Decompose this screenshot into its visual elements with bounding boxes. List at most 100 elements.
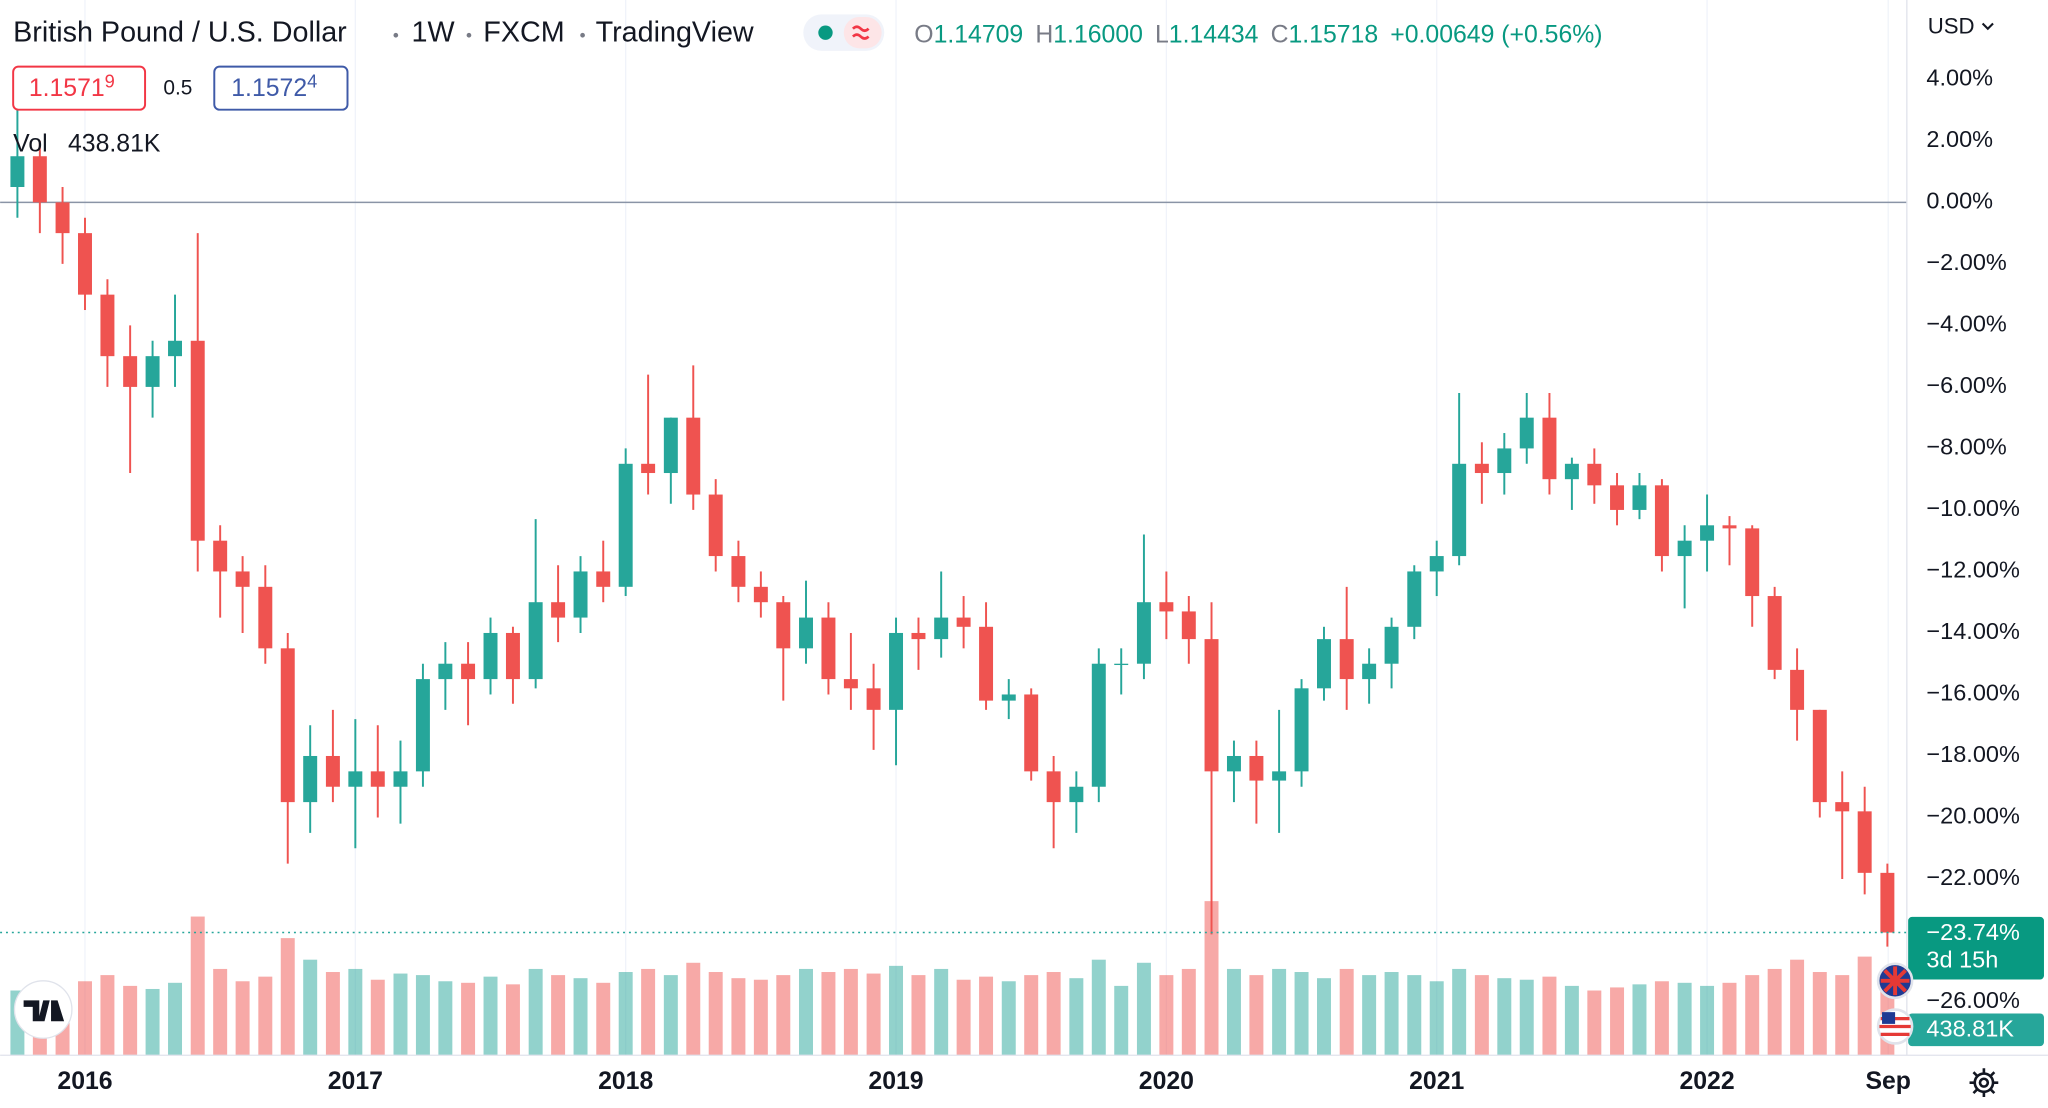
bar-countdown: 3d 15h xyxy=(1926,946,1998,972)
x-tick-label: 2018 xyxy=(598,1068,653,1095)
buy-sup: 4 xyxy=(307,70,317,91)
volume-bar xyxy=(235,981,250,1056)
x-tick-label: 2016 xyxy=(57,1068,112,1095)
volume-bar xyxy=(663,975,678,1056)
candle-body xyxy=(393,771,408,787)
price-axis xyxy=(1906,0,2048,1056)
candle-body xyxy=(1339,639,1354,680)
volume-bar xyxy=(1790,959,1805,1056)
volume-bar xyxy=(1181,968,1196,1056)
volume-bar xyxy=(1632,984,1647,1056)
market-open-dot xyxy=(818,25,833,40)
volume-bar xyxy=(731,978,746,1056)
separator xyxy=(580,32,585,38)
volume-bar xyxy=(753,979,768,1056)
ohlc-value: 1.16000 xyxy=(1053,21,1143,48)
y-tick-label: 2.00% xyxy=(1926,126,1993,152)
volume-bar xyxy=(911,975,926,1056)
x-tick-label: 2020 xyxy=(1139,1068,1194,1095)
candle-body xyxy=(438,663,453,680)
candle-body xyxy=(370,771,385,787)
y-tick-label: −18.00% xyxy=(1926,741,2020,767)
candle-body xyxy=(55,202,70,234)
candle-body xyxy=(686,417,701,495)
volume-bar xyxy=(1024,975,1039,1056)
volume-bar xyxy=(866,973,881,1056)
volume-bar xyxy=(1001,981,1016,1056)
candle-body xyxy=(1317,639,1331,689)
buy-price[interactable]: 1.15724 xyxy=(231,70,317,101)
volume-bar xyxy=(1564,985,1579,1056)
volume-bar xyxy=(708,972,723,1056)
volume-bar xyxy=(1497,978,1512,1056)
candle-body xyxy=(168,340,183,357)
volume-bar xyxy=(596,982,611,1056)
candle-body xyxy=(303,755,318,803)
candle-body xyxy=(461,663,476,680)
separator xyxy=(393,32,399,38)
candle-body xyxy=(1700,525,1715,541)
candle-body xyxy=(1204,639,1219,772)
candle-body xyxy=(145,356,160,387)
volume-bar xyxy=(190,916,205,1056)
volume-bar xyxy=(934,968,949,1056)
last-volume-label: 438.81K xyxy=(1926,1016,2014,1042)
candle-body xyxy=(618,463,633,587)
candle-body xyxy=(1610,485,1625,510)
source: TradingView xyxy=(596,17,754,49)
candle-body xyxy=(956,617,971,627)
volume-bar xyxy=(461,982,476,1056)
candle-body xyxy=(1046,771,1061,803)
candle-body xyxy=(866,688,881,710)
volume-bar xyxy=(1452,968,1467,1056)
candle-body xyxy=(843,679,858,689)
spread: 0.5 xyxy=(163,76,192,99)
last-price-box xyxy=(1908,916,2044,980)
volume-bar xyxy=(1677,982,1692,1056)
candle-body xyxy=(1880,872,1895,933)
candle-body xyxy=(731,556,746,587)
volume-bar xyxy=(686,962,701,1056)
volume-bar xyxy=(1272,968,1287,1056)
candle-body xyxy=(1362,663,1377,680)
candle-body xyxy=(1632,485,1647,510)
candle-body xyxy=(708,494,723,557)
candle-body xyxy=(213,540,228,572)
candle-body xyxy=(78,233,92,295)
volume-bar xyxy=(100,975,115,1056)
candle-body xyxy=(1835,802,1850,812)
volume-bar xyxy=(168,982,183,1056)
candle-body xyxy=(1452,463,1467,557)
candle-body xyxy=(325,755,340,787)
volume-bar xyxy=(573,978,588,1056)
candle-body xyxy=(596,571,611,587)
volume-bar xyxy=(1136,962,1151,1056)
volume-bar xyxy=(280,938,295,1056)
volume-bar xyxy=(1812,972,1827,1056)
buy-button[interactable] xyxy=(213,65,349,111)
volume-bar xyxy=(1159,975,1174,1056)
candle-body xyxy=(1249,755,1264,781)
candle-body xyxy=(1542,417,1557,480)
candle-body xyxy=(1181,611,1196,640)
sell-button[interactable] xyxy=(12,65,147,111)
settings[interactable] xyxy=(1969,1068,1999,1098)
ohlc-key: C xyxy=(1271,21,1289,48)
sell-price[interactable]: 1.15719 xyxy=(29,70,115,101)
candle-body xyxy=(1272,771,1287,781)
volume-bar xyxy=(1610,987,1625,1056)
x-tick-label: 2019 xyxy=(868,1068,923,1095)
candle-body xyxy=(641,463,656,474)
volume-bar xyxy=(843,968,858,1056)
candle-body xyxy=(235,571,250,587)
candle-body xyxy=(1790,669,1805,710)
x-tick-label: 2022 xyxy=(1679,1068,1734,1095)
candle-body xyxy=(799,617,813,649)
interval[interactable]: 1W xyxy=(411,17,455,49)
volume-bar xyxy=(393,973,408,1056)
ohlc-key: O xyxy=(914,21,933,48)
candle-body xyxy=(1136,602,1151,664)
currency[interactable]: USD xyxy=(1928,13,1975,38)
candle-body xyxy=(1857,811,1872,873)
candle-body xyxy=(1677,540,1692,557)
